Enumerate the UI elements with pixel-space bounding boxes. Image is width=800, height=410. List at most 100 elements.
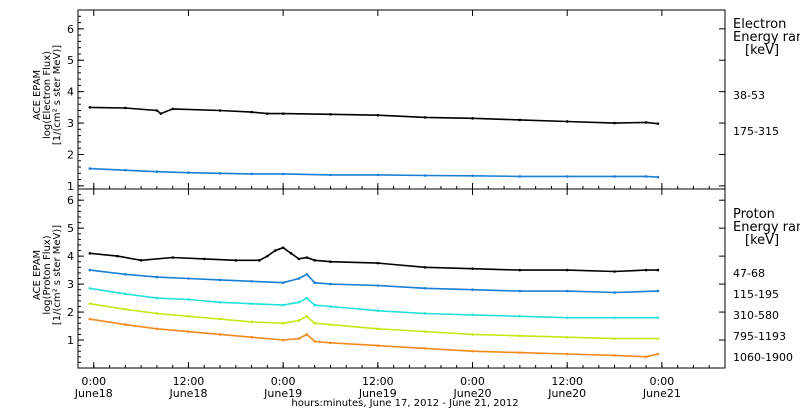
proton-point-47-68: [289, 252, 293, 255]
electron-point-175-315: [518, 175, 522, 178]
proton-point-310-580: [423, 312, 427, 315]
proton-point-1060-1900: [471, 349, 474, 353]
electron-point-175-315: [656, 175, 660, 179]
proton-legend-title-2: Energy ranges: [733, 220, 800, 235]
electron-point-38-53: [471, 117, 474, 120]
electron-point-175-315: [613, 175, 616, 178]
electron-ylabel-line-3: [1/(cm² s ster MeV)]: [52, 45, 63, 145]
proton-point-47-68: [613, 270, 616, 273]
proton-y-axis-label: ACE EPAM log(Proton Flux) [1/(cm² s ster…: [32, 225, 63, 325]
proton-point-115-195: [313, 281, 317, 284]
electron-legend-title-1: Electron: [733, 17, 786, 32]
proton-point-1060-1900: [250, 335, 253, 339]
electron-point-38-53: [329, 112, 332, 116]
proton-series-47-68: [89, 246, 658, 273]
proton-point-1060-1900: [644, 355, 648, 359]
electron-point-175-315: [376, 173, 380, 177]
proton-point-47-68: [171, 256, 174, 259]
x-tick-label-time: 0:00: [271, 375, 296, 388]
proton-legend-title-3: [keV]: [745, 233, 779, 248]
electron-point-38-53: [376, 113, 380, 117]
x-tick-label-time: 12:00: [173, 375, 205, 388]
proton-point-1060-1900: [155, 327, 159, 331]
proton-point-47-68: [273, 249, 277, 252]
proton-point-310-580: [313, 303, 317, 307]
proton-y-tick-label: 3: [67, 278, 74, 291]
electron-point-38-53: [155, 109, 159, 112]
proton-point-115-195: [305, 273, 309, 276]
proton-point-115-195: [376, 284, 380, 287]
proton-point-1060-1900: [656, 352, 660, 356]
proton-point-310-580: [376, 309, 380, 312]
proton-point-795-1193: [471, 333, 474, 336]
x-tick-label-time: 0:00: [81, 375, 106, 388]
proton-point-1060-1900: [423, 347, 427, 350]
x-tick-label-time: 12:00: [362, 375, 394, 388]
electron-y-tick-label: 5: [67, 54, 74, 67]
proton-point-47-68: [313, 259, 317, 262]
proton-point-115-195: [250, 279, 253, 283]
electron-point-38-53: [124, 106, 127, 110]
proton-point-47-68: [116, 254, 119, 258]
proton-point-47-68: [565, 268, 569, 272]
electron-point-38-53: [171, 107, 174, 111]
electron-point-38-53: [644, 121, 648, 124]
electron-point-175-315: [329, 173, 332, 177]
electron-legend-entry-38-53: 38-53: [733, 89, 765, 102]
proton-point-115-195: [423, 286, 427, 290]
electron-point-175-315: [155, 170, 159, 174]
electron-y-axis-label: ACE EPAM log(Electron Flux) [1/(cm² s st…: [32, 45, 63, 145]
proton-ylabel-line-1: ACE EPAM: [32, 250, 43, 300]
electron-ylabel-line-2: log(Electron Flux): [42, 51, 53, 139]
x-tick-label-date: June18: [74, 387, 113, 400]
proton-point-1060-1900: [281, 338, 285, 342]
proton-point-115-195: [88, 268, 92, 272]
proton-legend-entry-1060-1900: 1060-1900: [733, 351, 793, 364]
electron-point-175-315: [218, 171, 222, 175]
x-tick-label-time: 0:00: [460, 375, 485, 388]
proton-series-310-580: [89, 287, 658, 319]
proton-point-795-1193: [281, 321, 285, 325]
proton-ylabel-line-2: log(Proton Flux): [42, 235, 53, 314]
electron-legend-title-3: [keV]: [745, 43, 779, 58]
electron-point-38-53: [159, 112, 163, 115]
electron-point-175-315: [471, 174, 474, 178]
proton-point-47-68: [471, 267, 474, 271]
proton-point-115-195: [329, 282, 332, 286]
electron-point-175-315: [644, 175, 648, 178]
electron-y-tick-label: 1: [67, 180, 74, 193]
proton-y-tick-label: 2: [67, 306, 74, 319]
proton-point-1060-1900: [88, 317, 92, 321]
proton-point-115-195: [565, 289, 569, 293]
proton-point-115-195: [155, 275, 159, 279]
proton-point-795-1193: [518, 334, 522, 338]
proton-point-47-68: [376, 261, 380, 265]
proton-point-795-1193: [155, 312, 159, 315]
electron-point-38-53: [565, 120, 569, 123]
electron-y-tick-label: 4: [67, 86, 74, 99]
electron-series-175-315: [89, 167, 658, 178]
proton-point-310-580: [565, 316, 569, 319]
proton-y-tick-label: 1: [67, 334, 74, 347]
electron-point-175-315: [281, 172, 285, 176]
proton-point-47-68: [644, 268, 648, 272]
electron-point-38-53: [88, 106, 92, 109]
proton-y-tick-label: 6: [67, 194, 74, 207]
proton-legend-entry-310-580: 310-580: [733, 309, 779, 322]
proton-point-310-580: [187, 298, 190, 301]
proton-point-1060-1900: [613, 354, 616, 357]
proton-point-795-1193: [88, 302, 92, 305]
proton-point-115-195: [471, 288, 474, 291]
proton-point-1060-1900: [218, 333, 222, 336]
proton-legend-entry-115-195: 115-195: [733, 288, 779, 301]
proton-point-310-580: [656, 316, 660, 319]
x-tick-label-date: June21: [642, 387, 681, 400]
electron-point-175-315: [124, 168, 127, 172]
proton-series-115-195: [89, 269, 658, 294]
electron-point-38-53: [218, 109, 222, 112]
x-tick-label-date: June19: [263, 387, 302, 400]
proton-point-47-68: [281, 246, 285, 250]
proton-point-115-195: [281, 281, 285, 284]
proton-point-1060-1900: [313, 340, 317, 343]
